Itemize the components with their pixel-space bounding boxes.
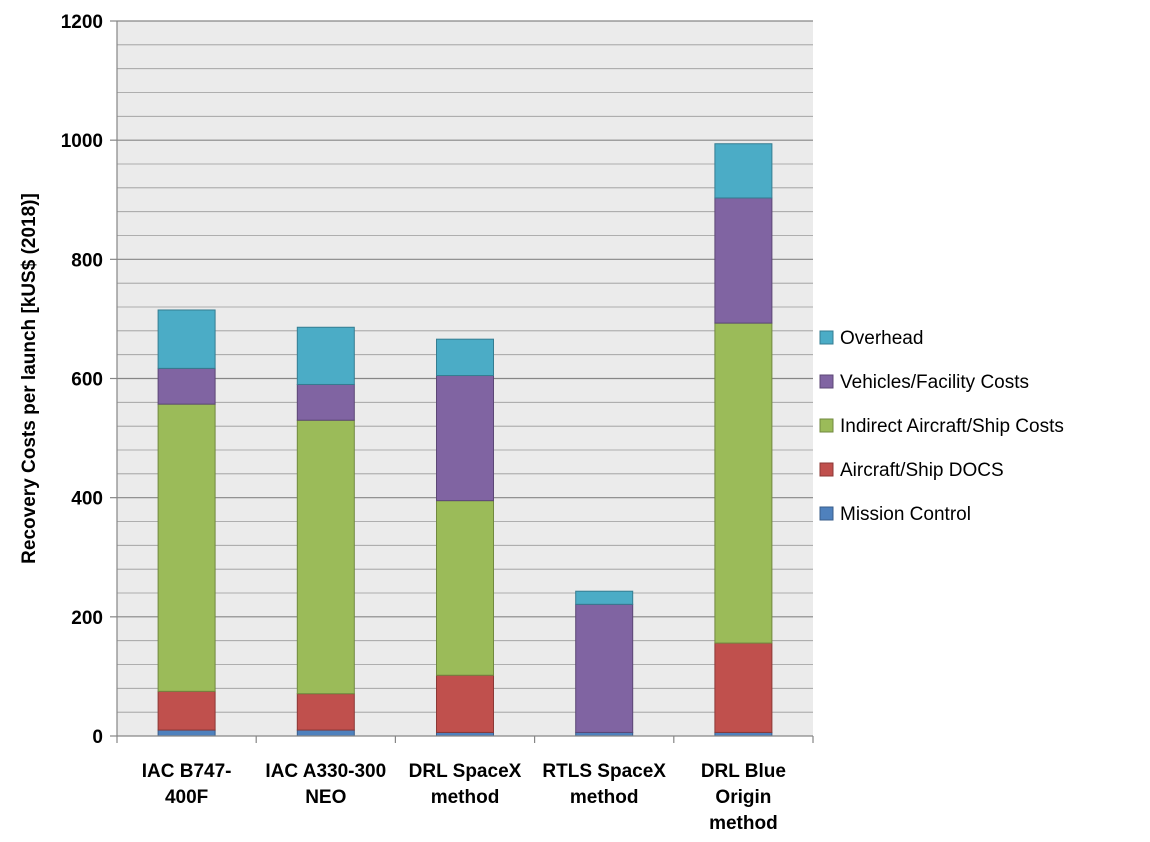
legend-item: Indirect Aircraft/Ship Costs xyxy=(819,416,1064,437)
bar-segment-overhead xyxy=(714,143,773,199)
legend-item: Mission Control xyxy=(819,504,971,525)
bar-segment-mission-control xyxy=(296,729,355,737)
y-tick-label: 800 xyxy=(71,250,103,271)
bar-segment-vehicles-facility-costs xyxy=(714,197,773,324)
x-category-label: IAC A330-300 NEO xyxy=(265,761,386,808)
legend-label: Vehicles/Facility Costs xyxy=(840,372,1029,393)
bar-segment-vehicles-facility-costs xyxy=(157,367,216,405)
legend-swatch xyxy=(819,330,834,345)
y-tick-label: 1200 xyxy=(61,12,103,33)
legend-label: Mission Control xyxy=(840,504,971,525)
bar-segment-indirect-aircraft-ship-costs xyxy=(436,500,494,676)
y-tick-label: 600 xyxy=(71,370,103,391)
legend-item: Overhead xyxy=(819,328,923,349)
legend-swatch xyxy=(819,506,834,521)
y-axis-label: Recovery Costs per launch [kUS$ (2018)] xyxy=(19,193,40,564)
bar-segment-overhead xyxy=(575,590,634,605)
legend-label: Overhead xyxy=(840,328,923,349)
y-tick-label: 200 xyxy=(71,608,103,629)
x-category-label: IAC B747-400F xyxy=(142,761,232,808)
legend-swatch xyxy=(819,374,834,389)
legend-item: Vehicles/Facility Costs xyxy=(819,372,1029,393)
bar-segment-vehicles-facility-costs xyxy=(296,383,355,421)
x-category-label: DRL Blue Origin method xyxy=(701,761,786,834)
legend-label: Indirect Aircraft/Ship Costs xyxy=(840,416,1064,437)
bar-segment-vehicles-facility-costs xyxy=(436,375,494,502)
x-category-label: DRL SpaceX method xyxy=(409,761,522,808)
bar-segment-aircraft-ship-docs xyxy=(157,690,216,731)
bar-segment-aircraft-ship-docs xyxy=(714,642,773,733)
category-labels: IAC B747-400F IAC A330-300 NEO DRL SpaceX me… xyxy=(142,761,786,834)
axes xyxy=(110,20,814,743)
bar-segment-mission-control xyxy=(157,729,216,737)
bars xyxy=(157,143,773,737)
bar-segment-aircraft-ship-docs xyxy=(436,674,494,733)
bar-segment-overhead xyxy=(296,326,355,385)
bar-segment-overhead xyxy=(436,338,494,377)
tick-labels: 0 200 400 600 800 1000 1200 xyxy=(61,12,103,748)
legend-label: Aircraft/Ship DOCS xyxy=(840,460,1004,481)
bar-segment-vehicles-facility-costs xyxy=(575,603,634,733)
bar-segment-overhead xyxy=(157,309,216,369)
bar-segment-indirect-aircraft-ship-costs xyxy=(157,403,216,692)
y-tick-label: 400 xyxy=(71,489,103,510)
y-tick-label: 0 xyxy=(92,727,103,748)
bar-segment-indirect-aircraft-ship-costs xyxy=(714,322,773,644)
bar-segment-indirect-aircraft-ship-costs xyxy=(296,419,355,695)
x-category-label: RTLS SpaceX method xyxy=(542,761,666,808)
bar-segment-aircraft-ship-docs xyxy=(296,693,355,731)
legend-swatch xyxy=(819,462,834,477)
legend-swatch xyxy=(819,418,834,433)
legend: Overhead Vehicles/Facility Costs Indirect … xyxy=(819,328,1064,525)
legend-item: Aircraft/Ship DOCS xyxy=(819,460,1004,481)
y-tick-label: 1000 xyxy=(61,131,103,152)
